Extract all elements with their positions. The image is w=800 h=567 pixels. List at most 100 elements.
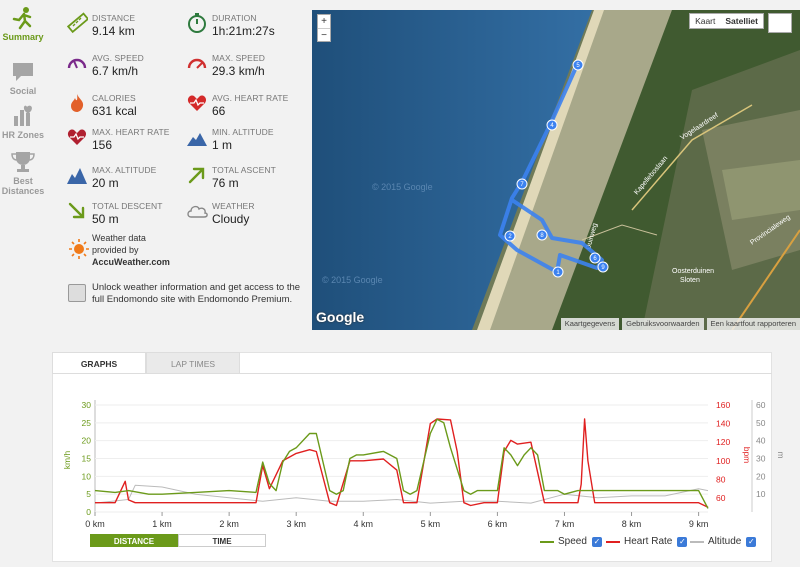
route-map[interactable]: Vogelaardreef Kapelleboslaan Provinciale… [312,10,800,330]
legend-label: Speed [558,536,587,547]
stat-label: MIN. ALTITUDE [212,127,274,137]
legend-heart-rate[interactable]: Heart Rate ✓ [606,536,688,547]
stat-weather: WEATHER Cloudy [176,196,296,230]
nav-hr-zones[interactable]: HR Zones [0,104,46,140]
stat-min-altitude: MIN. ALTITUDE 1 m [176,122,296,156]
stat-label: TOTAL ASCENT [212,165,276,175]
stat-value: 6.7 km/h [92,64,139,78]
map-label-oosterduinen: Oosterduinen [672,268,714,275]
heart-chart-icon [14,105,32,126]
stat-label: TOTAL DESCENT [92,201,163,211]
tab-divider [52,373,772,374]
finish-marker[interactable]: 9 [597,261,609,273]
attrib-kaartfout[interactable]: Een kaartfout rapporteren [706,318,800,330]
mountain-low-icon [187,133,207,146]
km-marker[interactable]: 7 [516,178,528,190]
sun-icon [69,239,89,259]
map-type-satelliet[interactable]: Satelliet [725,16,758,26]
svg-text:2: 2 [508,234,512,240]
legend-swatch [540,540,554,543]
premium-icon [68,284,86,302]
google-logo: Google [316,309,365,325]
nav-hr-zones-label: HR Zones [1,130,44,140]
legend-label: Heart Rate [624,536,673,547]
toggle-distance[interactable]: DISTANCE [90,534,178,547]
nav-best-distances-label: Best Distances [1,176,45,196]
attrib-gebruiksvoorwaarden[interactable]: Gebruiksvoorwaarden [622,318,704,330]
stat-avg-heart-rate: AVG. HEART RATE 66 [176,88,296,122]
stat-value: 20 m [92,176,119,190]
graph-panel [52,352,772,562]
speedometer-icon [67,58,87,69]
legend-swatch [690,540,704,543]
arrow-up-right-icon [188,167,205,184]
legend-altitude[interactable]: Altitude ✓ [690,536,757,547]
unlock-premium-text[interactable]: Unlock weather information and get acces… [92,282,301,305]
nav-best-distances[interactable]: Best Distances [0,150,46,196]
stat-value: 76 m [212,176,239,190]
stat-duration: DURATION 1h:21m:27s [176,8,296,42]
stat-distance: DISTANCE 9.14 km [56,8,176,42]
zoom-out-button[interactable]: − [321,30,327,41]
satellite-map: Vogelaardreef Kapelleboslaan Provinciale… [312,10,800,330]
km-marker[interactable]: 6 [589,252,601,264]
stat-label: MAX. SPEED [212,53,265,63]
tab-lap-times[interactable]: LAP TIMES [146,352,240,374]
flame-icon [71,94,84,112]
checkbox-icon[interactable]: ✓ [677,536,688,547]
stat-label: WEATHER [212,201,255,211]
stat-max-heart-rate: MAX. HEART RATE 156 [56,122,176,156]
weather-source-line1: Weather data [92,233,146,243]
weather-source-line2: provided by [92,245,139,255]
map-attribution: Kaartgegevens Gebruiksvoorwaarden Een ka… [558,318,800,330]
legend-speed[interactable]: Speed ✓ [540,536,602,547]
km-marker[interactable]: 4 [546,119,558,131]
stat-value: Cloudy [212,212,250,226]
stat-total-descent: TOTAL DESCENT 50 m [56,196,176,230]
checkbox-icon[interactable]: ✓ [746,536,757,547]
tab-graphs[interactable]: GRAPHS [52,352,146,374]
svg-text:4: 4 [550,123,554,129]
nav-social[interactable]: Social [0,60,46,96]
workout-stats: DISTANCE 9.14 km DURATION 1h:21m:27s AVG… [56,8,306,328]
map-watermark: © 2015 Google [372,182,433,192]
stat-label: CALORIES [92,93,136,103]
accuweather-link[interactable]: AccuWeather.com [92,257,170,267]
stat-value: 9.14 km [92,24,135,38]
stat-max-speed: MAX. SPEED 29.3 km/h [176,48,296,82]
stat-label: DISTANCE [92,13,136,23]
legend-swatch [606,540,620,543]
km-marker[interactable]: 1 [552,266,564,278]
stat-value: 631 kcal [92,104,137,118]
map-type-control: Kaart Satelliet [689,13,764,29]
toggle-time[interactable]: TIME [178,534,266,547]
map-label-sloten: Sloten [680,277,700,284]
trophy-icon [11,152,35,172]
stat-label: MAX. HEART RATE [92,127,170,137]
mountain-high-icon [67,168,87,184]
fullscreen-button[interactable] [768,13,792,33]
nav-summary-label: Summary [2,32,44,42]
stat-avg-speed: AVG. SPEED 6.7 km/h [56,48,176,82]
attrib-kaartgegevens[interactable]: Kaartgegevens [560,318,620,330]
map-type-kaart[interactable]: Kaart [695,16,716,26]
chat-bubble-icon [13,63,33,81]
km-marker[interactable]: 8 [536,229,548,241]
zoom-in-button[interactable]: + [321,16,327,27]
stat-label: AVG. SPEED [92,53,144,63]
stat-total-ascent: TOTAL ASCENT 76 m [176,160,296,194]
km-marker[interactable]: 5 [572,59,584,71]
svg-text:8: 8 [540,233,544,239]
ruler-icon [66,12,88,34]
stat-calories: CALORIES 631 kcal [56,88,176,122]
stat-value: 50 m [92,212,119,226]
checkbox-icon[interactable]: ✓ [591,536,602,547]
km-marker[interactable]: 2 [504,230,516,242]
svg-text:1: 1 [556,270,560,276]
svg-text:6: 6 [593,256,597,262]
stopwatch-icon [188,13,206,33]
runner-icon [12,7,32,30]
nav-summary[interactable]: Summary [0,6,46,42]
stat-value: 66 [212,104,226,118]
graph-tabs: GRAPHS LAP TIMES [52,352,240,374]
